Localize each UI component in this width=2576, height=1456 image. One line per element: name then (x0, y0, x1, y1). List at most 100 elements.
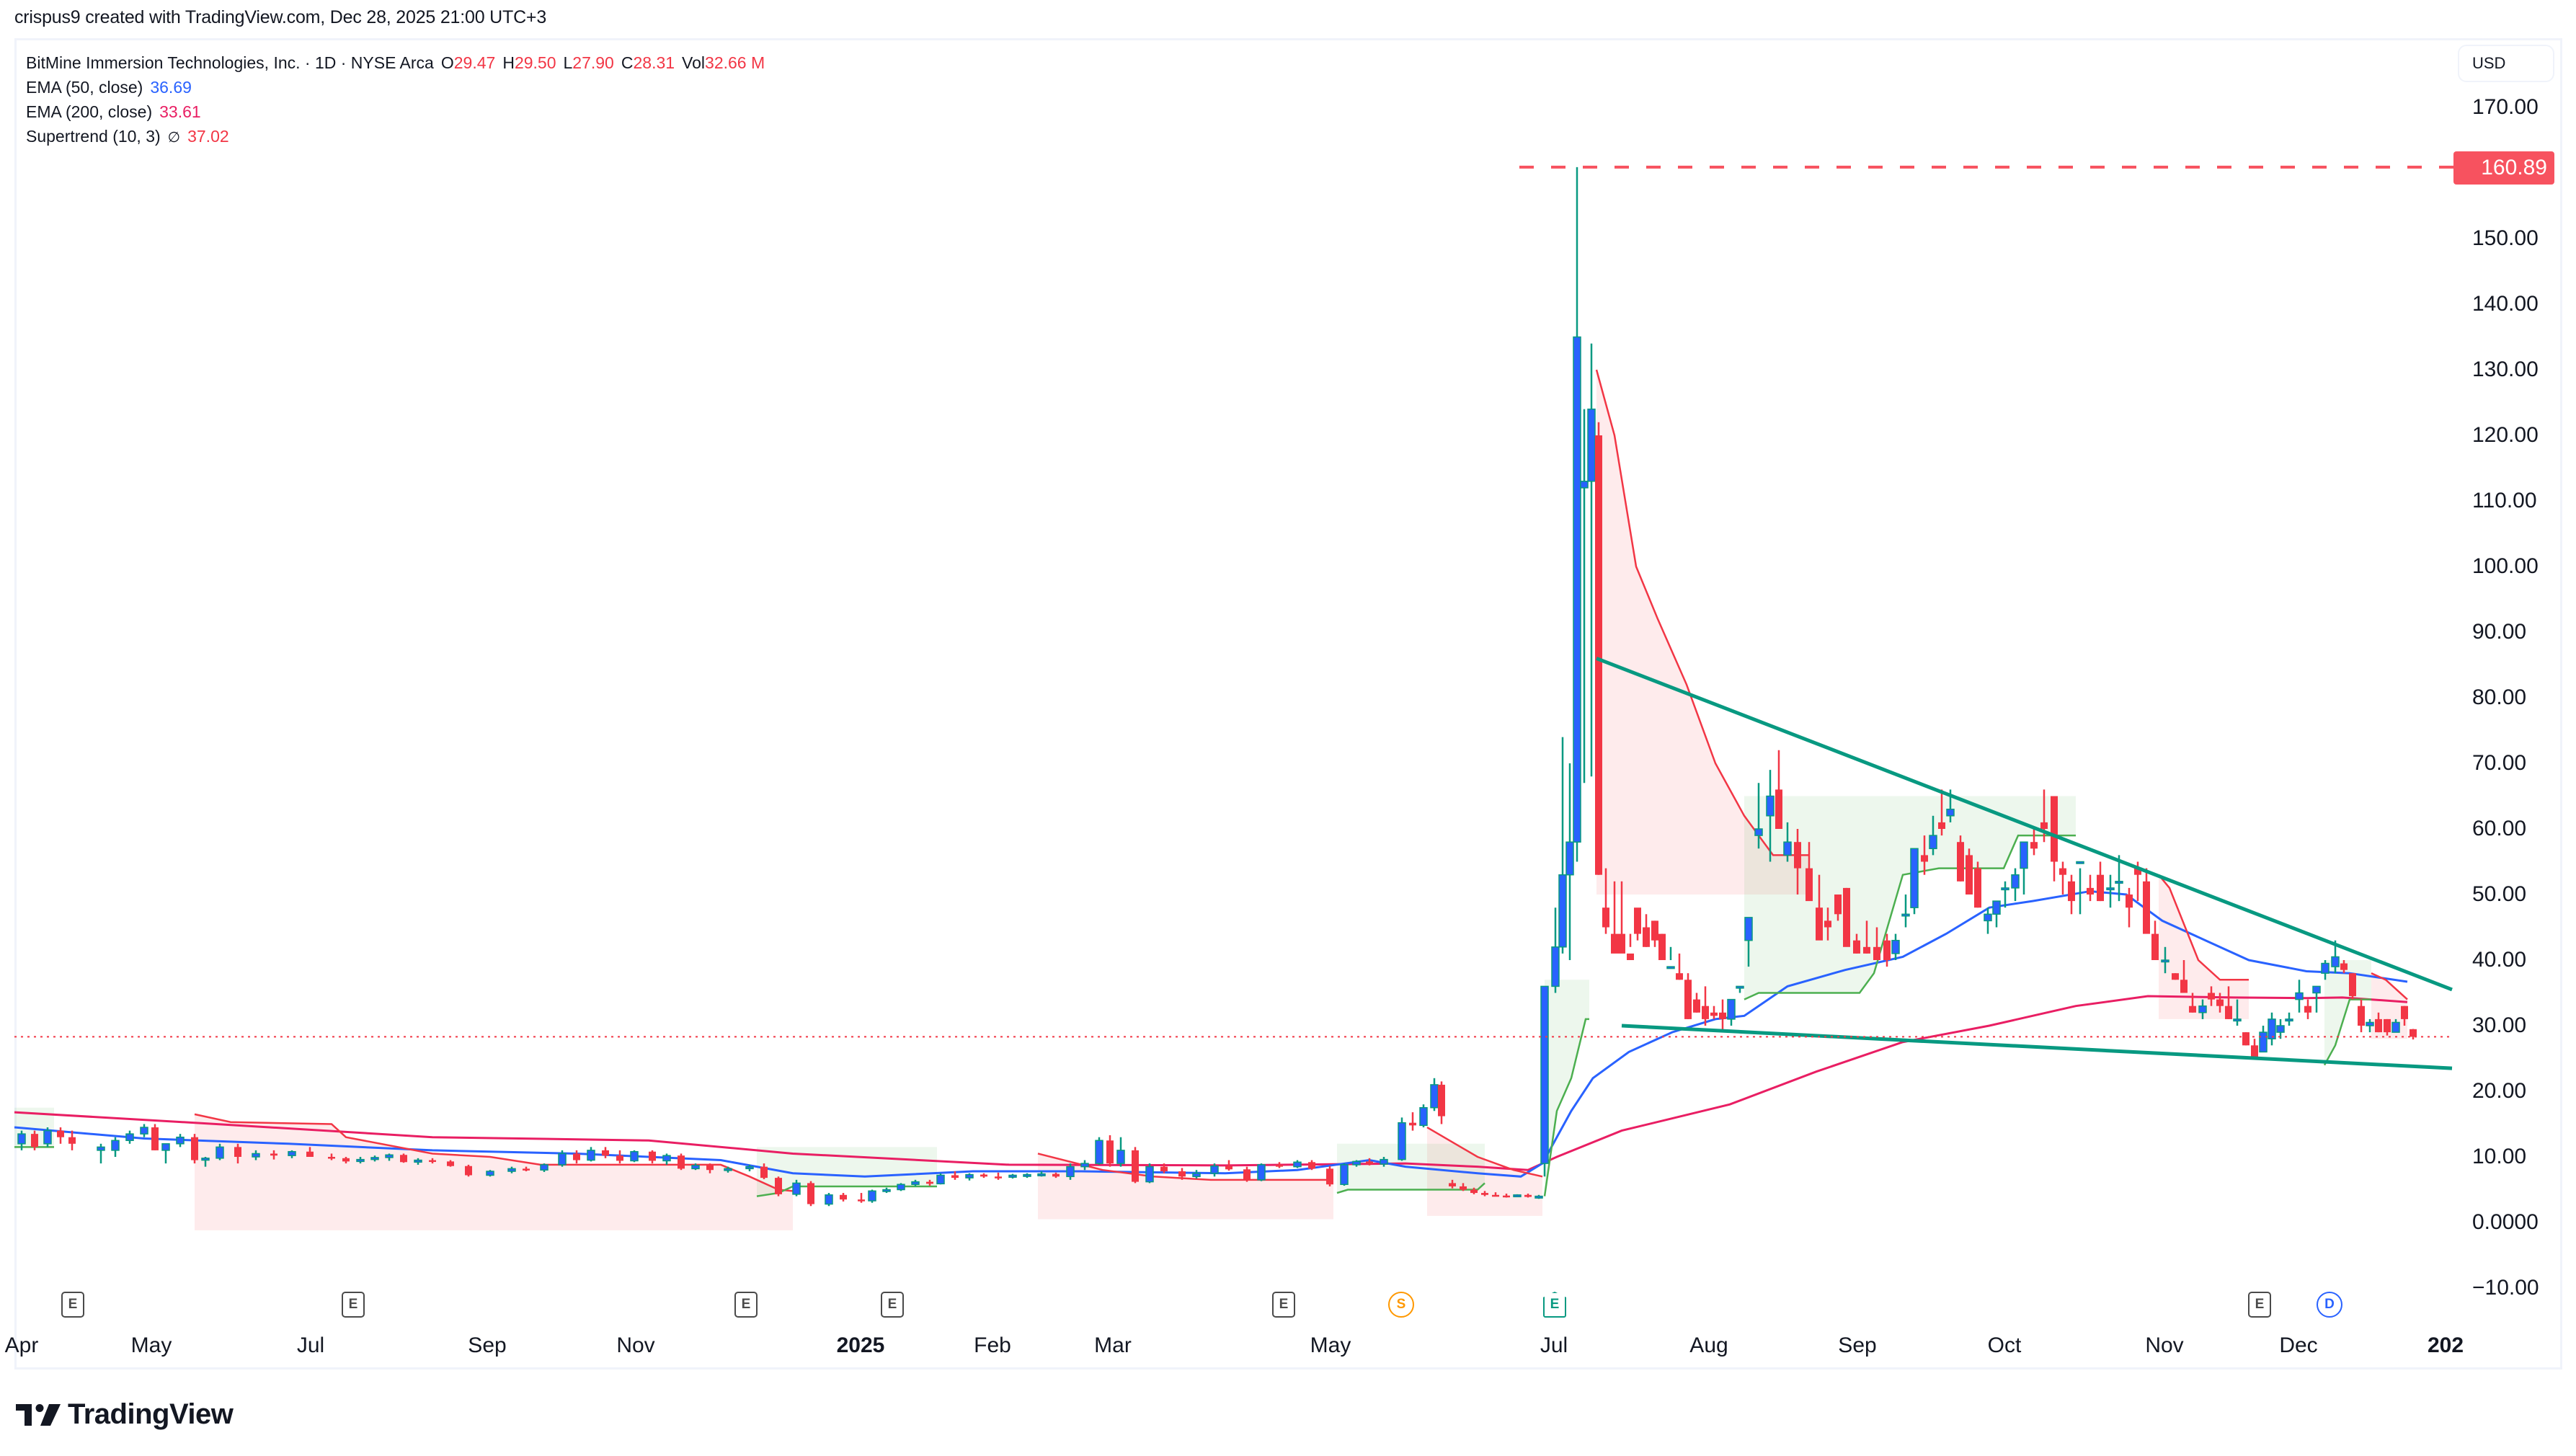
candle-body (1736, 985, 1744, 989)
candle (2375, 1012, 2382, 1033)
candle (1794, 829, 1801, 895)
candle-body (429, 1160, 436, 1163)
candle (328, 1153, 335, 1160)
candle (587, 1147, 595, 1162)
candle-body (1684, 980, 1692, 1019)
legend-ema50-row[interactable]: EMA (50, close) 36.69 (26, 75, 765, 99)
candle-body (1116, 1150, 1125, 1164)
currency-button[interactable]: USD (2458, 45, 2554, 82)
candle-body (807, 1183, 814, 1204)
candle-body (140, 1127, 148, 1135)
time-axis-label: 2025 (836, 1333, 885, 1357)
candle (926, 1179, 933, 1186)
candle (1744, 917, 1753, 967)
candle (1736, 985, 1744, 993)
earnings-marker-icon[interactable]: E (2248, 1292, 2271, 1318)
candle (2198, 999, 2207, 1019)
ema50-label: EMA (50, close) (26, 78, 143, 97)
candle (31, 1130, 38, 1150)
candle-body (1540, 985, 1549, 1164)
earnings-marker-icon[interactable]: E (881, 1292, 904, 1318)
candle (2312, 985, 2321, 1013)
price-axis-label: 100.00 (2472, 554, 2539, 578)
candle (980, 1173, 987, 1178)
legend-supertrend-row[interactable]: Supertrend (10, 3) ∅ 37.02 (26, 124, 765, 150)
candle (1257, 1163, 1266, 1181)
candle-body (1573, 336, 1581, 843)
candle-body (2180, 980, 2188, 993)
candle-body (1210, 1165, 1219, 1174)
supertrend-down-line (1426, 1126, 1543, 1178)
candle (1565, 763, 1574, 960)
candle (2189, 993, 2196, 1013)
candle (1398, 1117, 1406, 1161)
split-marker-icon[interactable]: S (1388, 1292, 1414, 1318)
candle (1540, 985, 1549, 1177)
candle-body (2087, 887, 2094, 895)
candle (911, 1179, 920, 1186)
earnings-marker-icon[interactable]: E (342, 1292, 365, 1318)
candle (1558, 737, 1567, 954)
candle (1008, 1173, 1017, 1179)
candle-body (1891, 939, 1900, 954)
candle (140, 1124, 148, 1137)
candle-body (587, 1150, 595, 1161)
candle (649, 1150, 656, 1164)
chart-frame[interactable] (14, 38, 2562, 1370)
candle-body (2312, 985, 2321, 994)
tradingview-logo[interactable]: TradingView (16, 1398, 234, 1431)
candle (858, 1193, 865, 1203)
candle (2106, 874, 2115, 908)
price-axis-label: 20.00 (2472, 1079, 2527, 1103)
candle (17, 1130, 26, 1150)
dividend-marker-icon[interactable]: D (2317, 1292, 2342, 1318)
candle (1816, 874, 1823, 941)
candle-body (2384, 1018, 2391, 1033)
candle-body (540, 1164, 548, 1171)
candle-body (1132, 1150, 1139, 1182)
candle-body (995, 1176, 1002, 1178)
candle (342, 1157, 350, 1164)
drawing-overlays[interactable] (14, 165, 2453, 1070)
earnings-marker-icon[interactable]: E (61, 1292, 84, 1318)
candle-body (1398, 1122, 1406, 1160)
candle-body (234, 1147, 241, 1157)
candle-body (2358, 1006, 2365, 1026)
supertrend-label: Supertrend (10, 3) (26, 127, 161, 146)
candle (356, 1157, 365, 1164)
candle-body (882, 1189, 891, 1192)
supertrend-down-fill (1427, 1127, 1542, 1216)
candle (897, 1183, 905, 1191)
candle-body (68, 1137, 76, 1144)
candle-body (1946, 808, 1955, 817)
ema200-value: 33.61 (159, 102, 201, 121)
legend-symbol-row[interactable]: BitMine Immersion Technologies, Inc. · 1… (26, 50, 765, 75)
candle (1023, 1173, 1031, 1178)
supertrend-up-fill (1744, 796, 2076, 1000)
candle (1470, 1187, 1478, 1194)
candle-body (2030, 842, 2038, 849)
candle (1524, 1193, 1532, 1198)
earnings-marker-icon[interactable]: E (734, 1292, 758, 1318)
candle (1160, 1163, 1168, 1173)
chart-legend: BitMine Immersion Technologies, Inc. · 1… (26, 50, 765, 150)
candle (2268, 1012, 2276, 1046)
earnings-marker-icon[interactable]: E (1272, 1292, 1295, 1318)
indicator-lines (14, 369, 2408, 1197)
candle-body (1160, 1166, 1168, 1172)
candle (1910, 848, 1919, 915)
earnings-upcoming-marker-icon[interactable]: E (1543, 1292, 1566, 1318)
candle (1535, 1194, 1543, 1199)
candle-body (328, 1157, 335, 1159)
legend-ema200-row[interactable]: EMA (200, close) 33.61 (26, 99, 765, 124)
candle-body (1783, 841, 1792, 856)
candle-body (43, 1129, 52, 1145)
candle-body (2349, 973, 2356, 997)
candle (1719, 999, 1726, 1033)
candle-body (2340, 963, 2348, 970)
candle-body (825, 1194, 833, 1205)
tradingview-brand: TradingView (68, 1398, 234, 1430)
candle-body (897, 1184, 905, 1191)
candle-body (176, 1136, 185, 1145)
